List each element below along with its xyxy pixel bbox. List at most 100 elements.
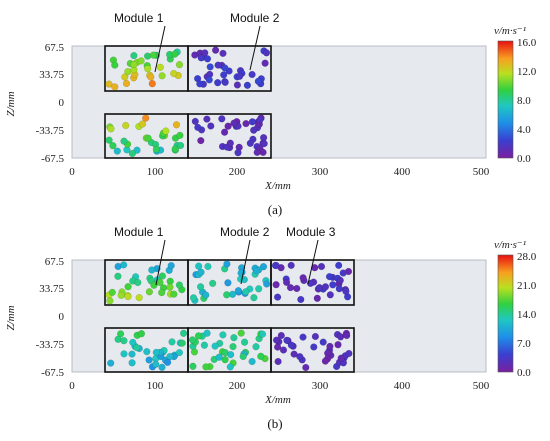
particle: [209, 279, 217, 288]
panel-b-module-1-leader: [155, 239, 166, 286]
particle: [120, 261, 128, 269]
panel-a-colorbar-tick: 8.0: [517, 95, 531, 107]
panel-b-z-tick: -67.5: [41, 367, 64, 379]
panel-a-x-tick: 100: [147, 166, 164, 178]
particle: [219, 49, 227, 58]
panel-a-z-label: Z/mm: [5, 91, 17, 116]
particle: [325, 273, 334, 281]
particle: [129, 338, 137, 347]
particle: [171, 50, 179, 58]
particle: [237, 329, 245, 337]
particle: [122, 121, 130, 130]
particle: [236, 72, 244, 80]
particle: [145, 288, 154, 296]
particle: [234, 149, 242, 157]
particle: [221, 356, 229, 364]
particle: [302, 363, 310, 372]
particle: [242, 119, 250, 128]
particle: [220, 71, 228, 79]
particle: [142, 114, 150, 122]
particle: [197, 137, 205, 145]
particle: [109, 142, 117, 150]
particle: [261, 59, 269, 67]
panel-b-z-tick: 33.75: [39, 283, 64, 295]
particle: [202, 291, 210, 299]
particle: [152, 360, 160, 368]
particle: [283, 336, 291, 344]
particle: [105, 80, 113, 88]
particle: [274, 293, 282, 301]
panel-a-z-tick: 67.5: [45, 42, 65, 54]
particle: [317, 262, 326, 271]
panel-b-particles: [105, 260, 353, 372]
particle: [189, 294, 198, 302]
particle: [334, 341, 342, 349]
particle: [336, 276, 344, 285]
panel-a-colorbar-tick: 12.0: [517, 66, 537, 78]
panel-a-domain: [71, 45, 487, 159]
particle: [229, 343, 237, 351]
particle: [120, 137, 128, 145]
panel-b-x-label: X/mm: [264, 394, 291, 406]
panel-b-z-tick: -33.75: [36, 339, 65, 351]
particle: [168, 338, 176, 346]
particle: [252, 343, 260, 351]
particle: [189, 362, 197, 370]
particle: [148, 266, 156, 274]
particle: [105, 136, 113, 144]
particle: [152, 348, 160, 357]
particle: [137, 57, 145, 65]
particle: [138, 120, 147, 128]
particle: [128, 350, 136, 358]
particle: [239, 352, 247, 361]
particle: [299, 274, 307, 282]
panel-b-x-tick: 200: [229, 380, 246, 392]
particle: [256, 116, 264, 124]
particle: [214, 61, 222, 69]
particle: [242, 288, 250, 296]
panel-a-x-label: X/mm: [264, 180, 291, 192]
particle: [197, 268, 205, 276]
particle: [296, 353, 304, 361]
panel-b-module-3-leader: [307, 239, 319, 285]
particle: [248, 357, 256, 366]
panel-a-z-tick: 33.75: [39, 69, 64, 81]
particle: [206, 63, 214, 71]
particle: [253, 148, 261, 157]
particle: [241, 338, 249, 346]
particle: [279, 346, 288, 354]
particle: [227, 351, 235, 359]
particle: [343, 331, 351, 340]
particle: [260, 140, 268, 148]
particle: [158, 289, 166, 297]
panel-a-colorbar-tick: 4.0: [517, 124, 531, 136]
panel-b-module-2-label: Module 2: [220, 225, 270, 239]
particle: [175, 349, 184, 357]
particle: [124, 283, 132, 291]
particle: [120, 337, 128, 345]
panel-a-module-2-leader: [249, 25, 261, 71]
particle: [212, 46, 220, 54]
particle: [272, 336, 281, 344]
particle: [203, 329, 211, 337]
particle: [326, 342, 334, 351]
particle: [114, 272, 122, 280]
particle: [195, 262, 203, 270]
panel-b-colorbar-title: v/m·s⁻¹: [494, 239, 526, 251]
panel-a: Module 1 Module 2 67.5 33.75 0 -33.75 -6…: [5, 11, 537, 217]
particle: [262, 49, 271, 57]
particle: [250, 294, 258, 302]
panel-a-module-boxes: [104, 45, 272, 159]
particle: [164, 358, 172, 366]
particle: [176, 131, 184, 140]
particle: [297, 295, 305, 304]
particle: [156, 63, 164, 71]
particle: [248, 70, 256, 79]
particle: [226, 139, 234, 147]
particle: [196, 80, 204, 88]
particle: [321, 283, 330, 291]
panel-b-z-tick: 67.5: [45, 256, 65, 268]
particle: [180, 329, 188, 337]
particle: [200, 341, 209, 349]
